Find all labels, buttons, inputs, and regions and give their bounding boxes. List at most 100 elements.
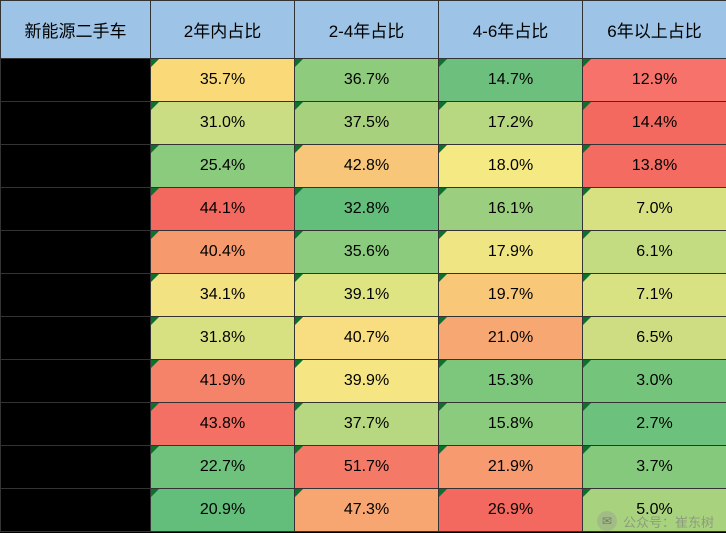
data-cell: 14.4% xyxy=(583,102,726,145)
row-label-cell xyxy=(1,360,151,403)
data-cell: 20.9% xyxy=(151,489,295,532)
cell-value: 15.3% xyxy=(488,372,533,389)
cell-value: 3.0% xyxy=(636,372,672,389)
data-cell: 32.8% xyxy=(295,188,439,231)
cell-marker-icon xyxy=(583,231,591,239)
cell-marker-icon xyxy=(151,231,159,239)
data-cell: 6.1% xyxy=(583,231,726,274)
cell-value: 35.6% xyxy=(344,243,389,260)
table-row: 25.4%42.8%18.0%13.8% xyxy=(1,145,726,188)
cell-value: 39.1% xyxy=(344,286,389,303)
data-cell: 34.1% xyxy=(151,274,295,317)
cell-marker-icon xyxy=(439,188,447,196)
cell-value: 21.9% xyxy=(488,458,533,475)
cell-marker-icon xyxy=(295,102,303,110)
cell-marker-icon xyxy=(583,102,591,110)
table-row: 20.9% 47.3% 26.9% 5.0% xyxy=(1,489,726,532)
cell-marker-icon xyxy=(295,317,303,325)
cell-value: 19.7% xyxy=(488,286,533,303)
cell-value: 17.2% xyxy=(488,114,533,131)
cell-marker-icon xyxy=(295,489,303,497)
cell-value: 6.5% xyxy=(636,329,672,346)
heatmap-table: 新能源二手车2年内占比2-4年占比4-6年占比6年以上占比 35.7%36.7%… xyxy=(0,0,726,532)
cell-marker-icon xyxy=(151,145,159,153)
data-cell: 40.7% xyxy=(295,317,439,360)
cell-marker-icon xyxy=(151,489,159,497)
cell-value: 40.7% xyxy=(344,329,389,346)
cell-marker-icon xyxy=(439,274,447,282)
data-cell: 42.8% xyxy=(295,145,439,188)
cell-marker-icon xyxy=(295,446,303,454)
data-cell: 13.8% xyxy=(583,145,726,188)
cell-value: 44.1% xyxy=(200,200,245,217)
row-label-cell xyxy=(1,317,151,360)
data-cell: 36.7% xyxy=(295,59,439,102)
data-cell: 51.7% xyxy=(295,446,439,489)
cell-marker-icon xyxy=(439,145,447,153)
cell-marker-icon xyxy=(151,274,159,282)
cell-value: 51.7% xyxy=(344,458,389,475)
cell-value: 22.7% xyxy=(200,458,245,475)
cell-marker-icon xyxy=(295,403,303,411)
data-cell: 41.9% xyxy=(151,360,295,403)
table-row: 41.9% 39.9% 15.3% 3.0% xyxy=(1,360,726,403)
data-cell: 22.7% xyxy=(151,446,295,489)
cell-value: 17.9% xyxy=(488,243,533,260)
cell-value: 5.0% xyxy=(636,501,672,518)
cell-value: 12.9% xyxy=(632,71,677,88)
cell-value: 16.1% xyxy=(488,200,533,217)
cell-value: 47.3% xyxy=(344,501,389,518)
cell-value: 14.7% xyxy=(488,71,533,88)
cell-marker-icon xyxy=(295,274,303,282)
table-header-row: 新能源二手车2年内占比2-4年占比4-6年占比6年以上占比 xyxy=(1,1,726,59)
cell-marker-icon xyxy=(583,446,591,454)
cell-marker-icon xyxy=(439,360,447,368)
table-row: 31.8%40.7%21.0%6.5% xyxy=(1,317,726,360)
cell-value: 14.4% xyxy=(632,114,677,131)
table-row: 44.1% 32.8% 16.1% 7.0% xyxy=(1,188,726,231)
data-cell: 7.0% xyxy=(583,188,726,231)
cell-value: 3.7% xyxy=(636,458,672,475)
row-label-cell xyxy=(1,403,151,446)
data-cell: 39.1% xyxy=(295,274,439,317)
data-cell: 35.6% xyxy=(295,231,439,274)
cell-value: 21.0% xyxy=(488,329,533,346)
cell-value: 41.9% xyxy=(200,372,245,389)
data-cell: 14.7% xyxy=(439,59,583,102)
cell-value: 2.7% xyxy=(636,415,672,432)
data-cell: 19.7% xyxy=(439,274,583,317)
data-cell: 37.5% xyxy=(295,102,439,145)
data-cell: 31.0% xyxy=(151,102,295,145)
cell-value: 42.8% xyxy=(344,157,389,174)
row-label-cell xyxy=(1,102,151,145)
cell-marker-icon xyxy=(151,403,159,411)
cell-marker-icon xyxy=(439,231,447,239)
data-cell: 39.9% xyxy=(295,360,439,403)
cell-value: 39.9% xyxy=(344,372,389,389)
table-body: 35.7%36.7%14.7%12.9%31.0%37.5%17.2%14.4%… xyxy=(1,59,726,532)
cell-value: 15.8% xyxy=(488,415,533,432)
cell-marker-icon xyxy=(583,317,591,325)
data-cell: 16.1% xyxy=(439,188,583,231)
cell-marker-icon xyxy=(439,59,447,67)
cell-marker-icon xyxy=(439,403,447,411)
table-row: 34.1% 39.1% 19.7% 7.1% xyxy=(1,274,726,317)
cell-marker-icon xyxy=(583,360,591,368)
cell-value: 37.7% xyxy=(344,415,389,432)
cell-value: 6.1% xyxy=(636,243,672,260)
cell-value: 26.9% xyxy=(488,501,533,518)
cell-value: 34.1% xyxy=(200,286,245,303)
cell-marker-icon xyxy=(583,59,591,67)
data-cell: 25.4% xyxy=(151,145,295,188)
data-cell: 15.8% xyxy=(439,403,583,446)
data-cell: 15.3% xyxy=(439,360,583,403)
cell-marker-icon xyxy=(583,489,591,497)
col-header-1: 2年内占比 xyxy=(151,1,295,59)
data-cell: 3.0% xyxy=(583,360,726,403)
data-cell: 2.7% xyxy=(583,403,726,446)
cell-value: 7.1% xyxy=(636,286,672,303)
data-cell: 5.0% xyxy=(583,489,726,532)
data-cell: 12.9% xyxy=(583,59,726,102)
data-cell: 44.1% xyxy=(151,188,295,231)
cell-marker-icon xyxy=(151,188,159,196)
